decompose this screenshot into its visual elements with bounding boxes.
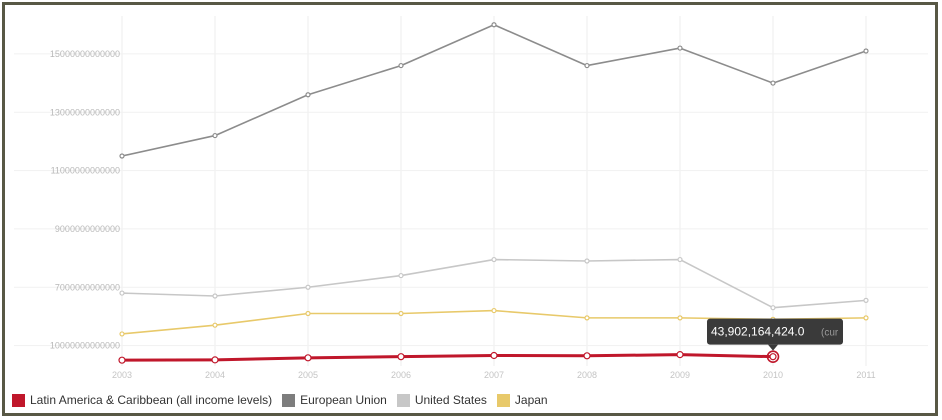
- data-point: [770, 305, 776, 311]
- data-point: [305, 92, 311, 98]
- data-point: [491, 256, 497, 263]
- tooltip-unit: (cur: [821, 328, 839, 339]
- data-point: [211, 356, 219, 364]
- data-point: [677, 45, 683, 51]
- data-point: [212, 322, 218, 328]
- x-tick-label: 2007: [484, 370, 504, 380]
- y-tick-label: 15000000000000: [50, 49, 120, 59]
- data-point: [212, 132, 218, 139]
- data-point: [119, 153, 125, 159]
- tooltip-box: [707, 318, 843, 345]
- data-point: [770, 80, 776, 86]
- legend-item-european-union[interactable]: European Union: [282, 393, 387, 407]
- tooltip-value: 43,902,164,424.0: [711, 325, 805, 339]
- x-tick-label: 2006: [391, 370, 411, 380]
- x-tick-label: 2004: [205, 370, 225, 380]
- data-point: [676, 351, 684, 359]
- data-point: [769, 353, 777, 361]
- y-tick-label: 11000000000000: [51, 166, 120, 176]
- data-point: [398, 62, 404, 69]
- x-tick-label: 2003: [112, 370, 132, 380]
- legend-label-united-states: United States: [414, 393, 487, 407]
- data-point: [863, 297, 869, 303]
- legend-swatch-united-states: [396, 393, 410, 407]
- data-point: [584, 258, 590, 264]
- data-point: [119, 290, 125, 296]
- y-tick-label: 9000000000000: [55, 224, 120, 234]
- data-point: [305, 284, 311, 290]
- legend-swatch-european-union: [282, 393, 296, 407]
- data-point: [305, 310, 311, 317]
- data-point: [491, 22, 497, 28]
- highlight-ring: [766, 350, 780, 363]
- data-point: [677, 315, 683, 321]
- data-point: [863, 315, 869, 321]
- y-tick-label: 10000000000000: [50, 341, 120, 351]
- data-point: [119, 331, 125, 337]
- data-point: [584, 62, 590, 69]
- data-point: [584, 315, 590, 321]
- legend-swatch-latin-america: [12, 393, 25, 407]
- legend-label-latin-america: Latin America & Caribbean (all income le…: [30, 393, 273, 407]
- x-tick-label: 2010: [763, 370, 783, 380]
- legend-item-united-states[interactable]: United States: [396, 393, 487, 407]
- legend-label-european-union: European Union: [300, 393, 387, 407]
- legend-item-japan[interactable]: Japan: [496, 393, 548, 407]
- data-point: [583, 352, 591, 360]
- legend-swatch-japan: [496, 393, 510, 407]
- y-tick-label: 13000000000000: [50, 107, 120, 117]
- tooltip-arrow: [768, 344, 778, 351]
- data-point: [677, 256, 683, 263]
- data-point: [491, 307, 497, 314]
- x-tick-label: 2009: [670, 370, 690, 380]
- chart-legend: Latin America & Caribbean (all income le…: [12, 392, 548, 408]
- x-tick-label: 2011: [856, 370, 875, 380]
- x-tick-label: 2008: [577, 370, 597, 380]
- series-line-latin-america-caribbean-all-income-levels-: [121, 353, 774, 362]
- data-point: [398, 272, 404, 279]
- data-point: [398, 310, 404, 317]
- data-point: [490, 351, 498, 360]
- x-tick-label: 2005: [298, 370, 318, 380]
- data-point: [212, 293, 218, 299]
- y-tick-label: 7000000000000: [55, 282, 120, 292]
- legend-label-japan: Japan: [514, 393, 548, 407]
- data-point: [118, 356, 126, 364]
- data-point: [397, 353, 405, 361]
- data-point: [863, 48, 869, 54]
- legend-item-latin-america[interactable]: Latin America & Caribbean (all income le…: [12, 393, 272, 407]
- chart-frame: [2, 2, 938, 416]
- data-point: [304, 354, 312, 362]
